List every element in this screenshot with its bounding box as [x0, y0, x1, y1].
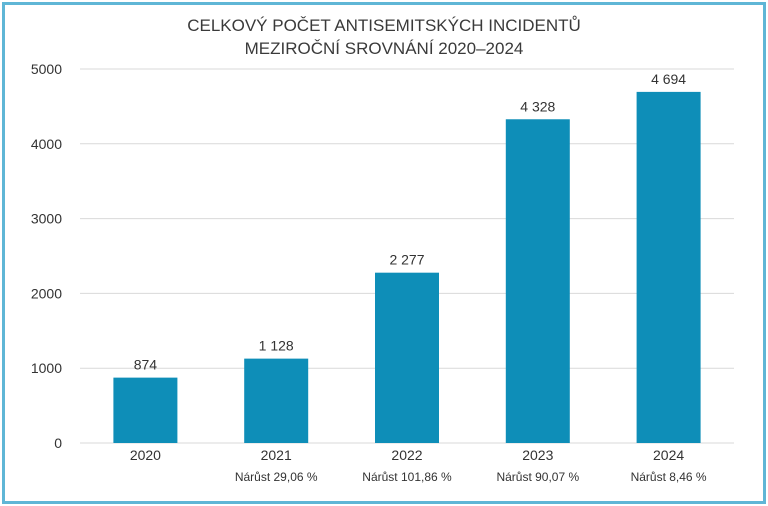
chart-title-line-2: MEZIROČNÍ SROVNÁNÍ 2020–2024 — [245, 39, 524, 58]
x-tick-label: 2023 — [522, 447, 553, 463]
growth-labels: Nárůst 29,06 % Nárůst 101,86 % Nárůst 90,0… — [235, 470, 707, 484]
x-tick-label: 2020 — [130, 447, 161, 463]
bar-2023 — [505, 119, 570, 444]
y-tick-label: 0 — [54, 435, 62, 451]
y-tick-label: 2000 — [31, 285, 62, 301]
y-axis-ticks: 0 1000 2000 3000 4000 5000 — [31, 61, 62, 451]
x-tick-label: 2021 — [261, 447, 292, 463]
data-label-2020: 874 — [134, 357, 158, 373]
y-tick-label: 1000 — [31, 360, 62, 376]
bar-2022 — [375, 272, 439, 443]
data-labels: 874 1 128 2 277 4 328 4 694 — [134, 71, 687, 373]
y-tick-label: 4000 — [31, 136, 62, 152]
data-label-2021: 1 128 — [259, 338, 294, 354]
y-tick-label: 3000 — [31, 211, 62, 227]
bars — [113, 91, 701, 444]
chart-title-line-1: CELKOVÝ POČET ANTISEMITSKÝCH INCIDENTŮ — [187, 16, 581, 35]
x-axis-categories: 2020 2021 2022 2023 2024 — [130, 447, 685, 463]
data-label-2023: 4 328 — [520, 98, 555, 114]
x-tick-label: 2024 — [653, 447, 684, 463]
growth-label-2024: Nárůst 8,46 % — [631, 470, 707, 484]
y-tick-label: 5000 — [31, 61, 62, 77]
bar-2020 — [113, 377, 178, 443]
growth-label-2023: Nárůst 90,07 % — [496, 470, 579, 484]
data-label-2024: 4 694 — [651, 71, 686, 87]
data-label-2022: 2 277 — [389, 252, 424, 268]
x-tick-label: 2022 — [391, 447, 422, 463]
bar-2021 — [244, 358, 309, 443]
gridlines — [80, 68, 734, 444]
bar-2024 — [636, 91, 701, 444]
growth-label-2021: Nárůst 29,06 % — [235, 470, 318, 484]
growth-label-2022: Nárůst 101,86 % — [362, 470, 452, 484]
